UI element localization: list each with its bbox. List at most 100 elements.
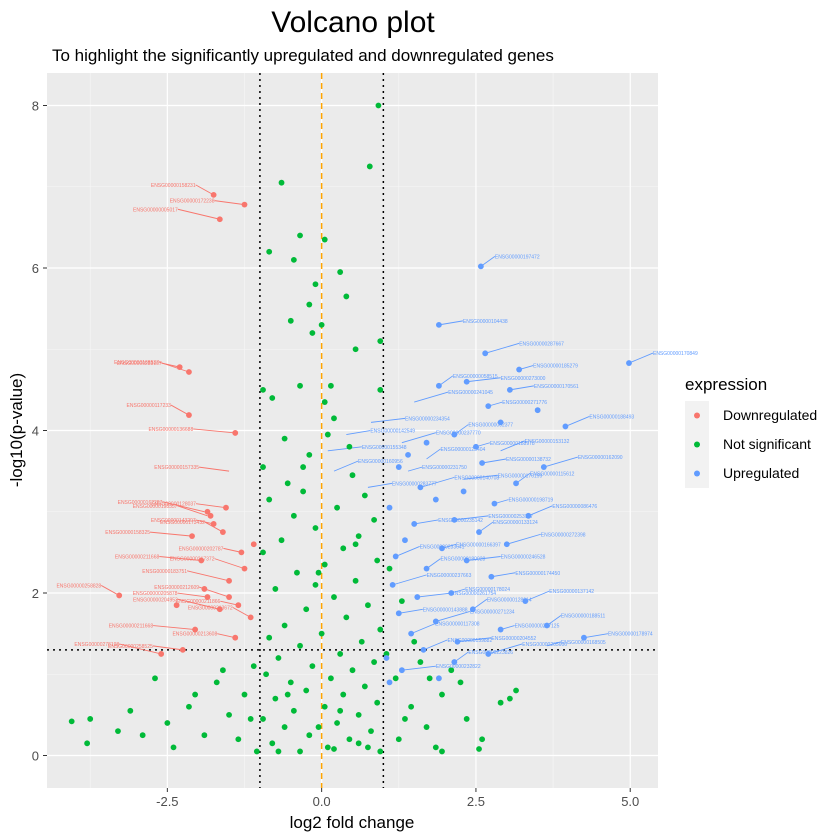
data-point [432,618,439,625]
data-point [402,716,408,722]
gene-label: ENSG00000005017 [133,207,178,213]
data-point [534,407,541,414]
legend-label: Downregulated [723,407,817,423]
gene-label: ENSG00000272398 [541,532,586,538]
gene-label: ENSG00000086476 [552,504,597,510]
gene-label: ENSG00000104438 [463,319,508,325]
label-leader-line [410,623,436,635]
data-point [374,699,381,706]
data-point [232,430,239,436]
data-point [226,594,232,600]
data-point [417,659,424,665]
data-point [303,687,310,694]
data-point [263,671,269,678]
data-point [439,545,445,552]
data-point [386,565,393,572]
data-point [331,746,337,752]
data-point [321,561,328,568]
label-leader-line [193,428,236,434]
data-point [451,431,458,438]
data-point [371,659,378,665]
gene-label: ENSG00000180028 [441,557,486,563]
label-leader-line [401,665,436,671]
data-point [192,691,199,698]
data-point [346,443,353,450]
data-point [253,748,260,755]
data-point [361,683,368,690]
gene-label: ENSG00000143207 [151,518,196,524]
data-point [260,716,266,722]
data-point [281,435,288,442]
data-point [423,724,430,730]
gene-label: ENSG00000237125 [515,624,560,630]
data-point [331,594,337,600]
data-point [204,508,211,515]
label-leader-line [398,608,423,614]
gene-label: ENSG00000160956 [358,459,403,465]
gene-label: ENSG00000062377 [468,423,513,429]
data-point [488,573,495,580]
data-point [241,565,248,572]
data-point [297,382,303,389]
data-point [377,748,384,755]
label-leader-line [162,501,205,513]
data-point [386,679,393,686]
gene-label: ENSG00000204552 [491,636,536,642]
data-point [226,577,232,584]
data-point [476,746,482,752]
data-point [581,634,587,641]
data-point [201,586,208,592]
data-point [272,695,279,702]
data-point [365,602,371,609]
data-point [497,699,504,706]
label-leader-line [100,585,120,596]
label-leader-line [195,519,214,525]
gene-label: ENSG00000170561 [534,384,579,390]
gene-label: ENSG00000162090 [578,455,623,461]
gene-label: ENSG00000168505 [561,640,606,646]
data-point [278,179,285,186]
data-point [426,675,433,682]
data-point [626,360,632,366]
gene-label: ENSG00000137142 [549,589,594,595]
data-point [343,293,350,300]
data-point [355,533,362,540]
gene-label: ENSG00000198357 [133,504,178,510]
gene-label: ENSG00000198719 [508,498,553,504]
data-point [414,594,421,600]
data-point [352,541,359,548]
gene-label: ENSG00000212609 [154,585,199,591]
data-point [460,488,467,495]
legend-label: Upregulated [723,465,799,481]
gene-label: ENSG00000166397 [456,542,501,548]
data-point [463,716,470,722]
label-leader-line [583,633,609,639]
data-point [284,691,291,698]
data-point [448,667,455,674]
data-point [366,163,373,170]
gene-label: ENSG00000233641 [420,544,465,550]
gene-label: ENSG00000117308 [435,622,480,628]
gene-label: ENSG00000278198 [74,642,119,648]
data-point [266,248,273,255]
gene-label: ENSG00000174450 [515,571,560,577]
gene-label: ENSG00000197472 [495,254,540,260]
gene-label: ENSG00000117233 [127,403,172,409]
data-point [219,667,226,674]
data-point [371,516,378,523]
gene-label: ENSG00000237770 [436,431,481,437]
gene-label: ENSG00000158231 [151,183,196,189]
data-point [287,317,294,324]
label-leader-line [466,377,501,383]
data-point [392,553,399,560]
data-point [337,269,344,275]
gene-label: ENSG00000213608 [172,632,217,638]
gene-label: ENSG00000211668 [109,624,154,630]
data-point [374,557,381,564]
data-point [352,346,359,353]
gene-label: ENSG00000173432 [160,520,205,526]
data-point [513,687,519,694]
gene-label: ENSG00000168537 [114,360,159,366]
y-tick-label: 8 [32,99,39,114]
